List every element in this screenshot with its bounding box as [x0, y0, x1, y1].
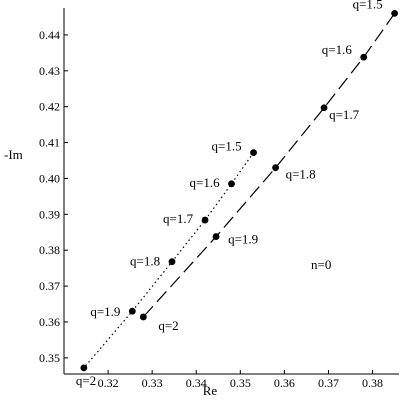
- x-tick-label: 0.36: [274, 376, 295, 390]
- data-point: [272, 164, 279, 172]
- point-label: q=1.7: [329, 107, 360, 122]
- point-label: q=1.9: [90, 304, 120, 319]
- series-line-dashed: [142, 13, 396, 318]
- x-tick-label: 0.32: [98, 376, 119, 390]
- x-tick-label: 0.34: [186, 376, 207, 390]
- x-tick-label: 0.33: [142, 376, 163, 390]
- data-point: [139, 313, 147, 321]
- y-tick-label: 0.44: [39, 28, 60, 42]
- point-label: q=1.6: [322, 42, 353, 57]
- y-tick-label: 0.37: [39, 279, 60, 293]
- point-label: q=1.7: [163, 211, 194, 226]
- data-point: [320, 104, 328, 112]
- x-tick-label: 0.35: [230, 376, 251, 390]
- y-tick-label: 0.39: [39, 207, 60, 221]
- data-points: [80, 9, 398, 372]
- annotation-n: n=0: [311, 257, 331, 272]
- point-label: q=2: [158, 318, 178, 333]
- point-label: q=1.9: [228, 232, 258, 247]
- x-tick-label: 0.37: [318, 376, 339, 390]
- point-label: q=1.6: [190, 175, 221, 190]
- x-tick-label: 0.38: [362, 376, 383, 390]
- data-point: [228, 180, 235, 188]
- y-tick-label: 0.43: [39, 64, 60, 78]
- point-label: q=1.5: [212, 139, 242, 154]
- y-tick-label: 0.40: [39, 171, 60, 185]
- series-line-dotted: [83, 152, 254, 369]
- y-tick-label: 0.35: [39, 351, 60, 365]
- data-point: [168, 258, 176, 266]
- point-labels: q=1.5 q=1.6 q=1.7 q=1.8 q=1.9 q=2 q=1.5 q=1.6 q=…: [76, 0, 383, 388]
- y-tick-label: 0.41: [39, 136, 60, 150]
- point-label: q=1.8: [286, 167, 316, 182]
- y-tick-label: 0.36: [39, 315, 60, 329]
- point-label: q=1.8: [130, 254, 160, 269]
- series-lines: [83, 13, 396, 369]
- axes: 0.32 0.33 0.34 0.35 0.36 0.37 0.38 0.35 0.36 0.37…: [39, 8, 399, 390]
- data-point: [391, 9, 398, 17]
- point-label: q=1.5: [353, 0, 383, 11]
- y-tick-label: 0.38: [39, 243, 60, 257]
- data-point: [201, 216, 209, 224]
- data-point: [360, 53, 368, 61]
- data-point: [250, 149, 257, 157]
- x-axis-label: Re: [203, 383, 218, 398]
- point-label: q=2: [76, 373, 96, 388]
- data-point: [128, 307, 136, 315]
- data-point: [212, 233, 220, 240]
- data-point: [80, 364, 88, 372]
- y-tick-label: 0.42: [39, 100, 60, 114]
- y-axis-label: -Im: [4, 147, 23, 162]
